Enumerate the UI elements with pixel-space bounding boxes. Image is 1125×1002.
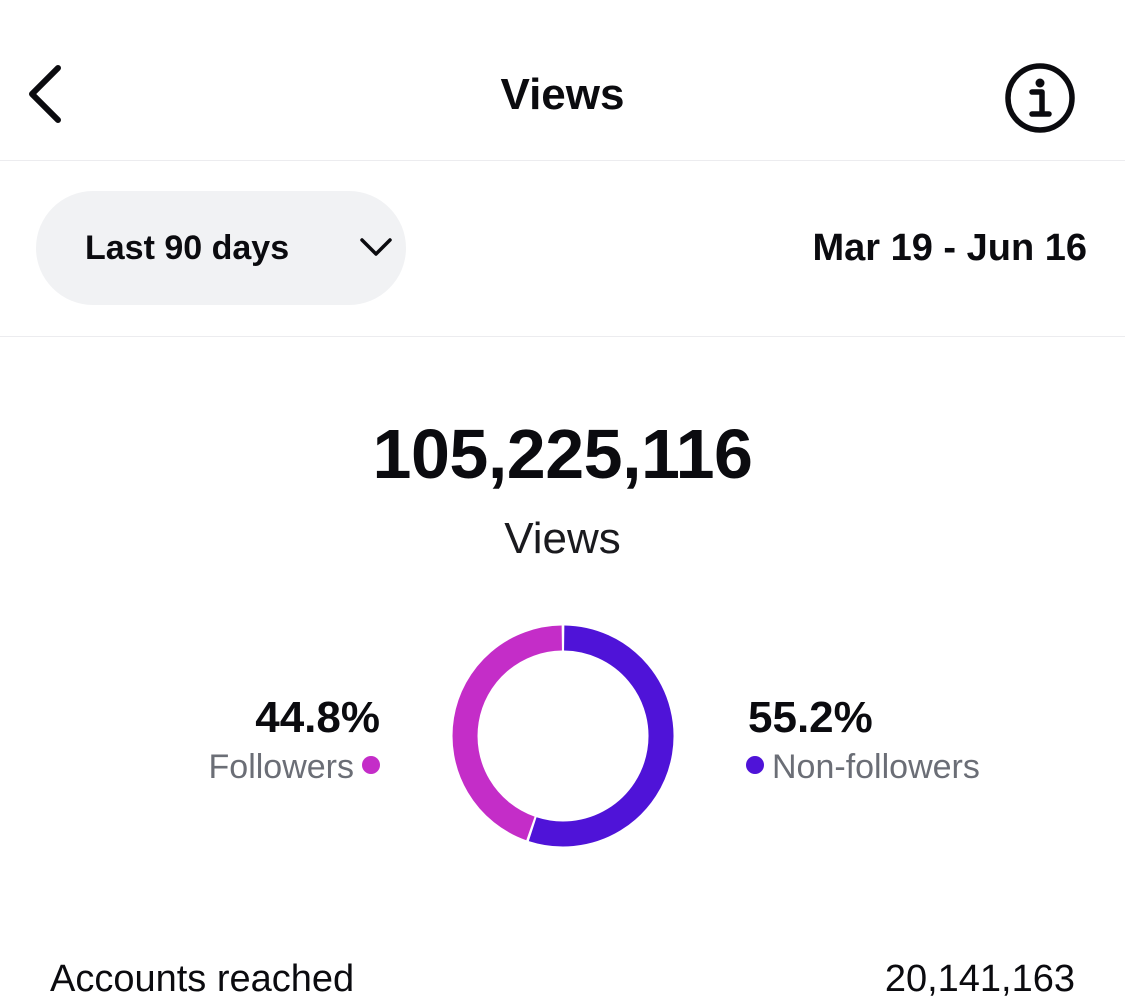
accounts-reached-label: Accounts reached	[50, 958, 355, 1000]
date-range-dropdown-label: Last 90 days	[85, 229, 290, 267]
info-button[interactable]	[1002, 60, 1078, 136]
followers-legend-label: Followers	[208, 748, 354, 786]
date-range-text: Mar 19 - Jun 16	[812, 227, 1087, 269]
nonfollowers-legend-dot	[746, 756, 764, 774]
back-button[interactable]	[20, 58, 76, 130]
info-circle-icon	[1005, 63, 1075, 133]
total-views-label: Views	[504, 514, 621, 563]
nonfollowers-legend-label: Non-followers	[772, 748, 980, 786]
followers-percentage: 44.8%	[255, 693, 380, 742]
date-range-dropdown[interactable]: Last 90 days	[36, 191, 406, 305]
nonfollowers-percentage: 55.2%	[748, 693, 873, 742]
accounts-reached-value: 20,141,163	[884, 958, 1075, 1000]
top-bar: Views	[0, 0, 1125, 161]
total-views: 105,225,116	[372, 415, 753, 493]
followers-legend-dot	[362, 756, 380, 774]
nonfollowers-donut-slice	[528, 625, 674, 847]
chevron-left-icon	[29, 65, 61, 123]
followers-donut-slice	[452, 625, 563, 841]
nonfollowers-legend: Non-followers	[746, 747, 980, 787]
page-title: Views	[500, 70, 625, 119]
followers-legend: Followers	[209, 747, 380, 787]
filter-bar: Last 90 days Mar 19 - Jun 16	[0, 161, 1125, 337]
views-donut-chart	[452, 625, 674, 847]
chevron-down-icon	[360, 238, 392, 256]
